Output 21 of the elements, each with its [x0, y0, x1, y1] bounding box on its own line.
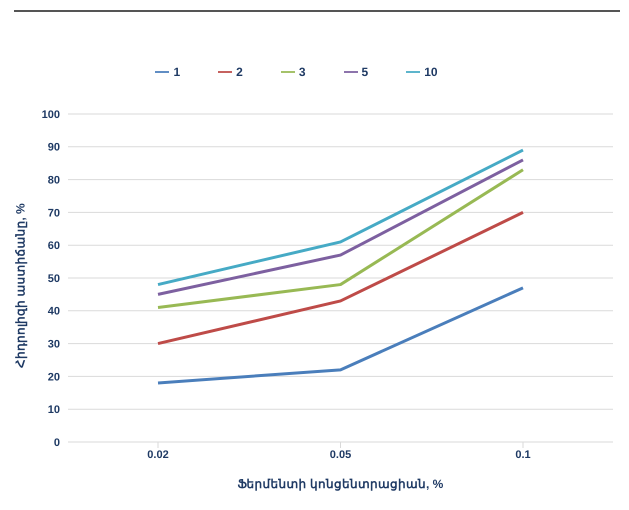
y-tick-label: 0: [54, 436, 60, 449]
legend-label: 3: [298, 65, 306, 79]
y-tick-label: 80: [48, 174, 60, 187]
y-tick-label: 20: [48, 371, 60, 384]
legend-label: 1: [173, 65, 180, 79]
y-tick-label: 30: [48, 338, 60, 351]
y-tick-label: 90: [48, 142, 60, 154]
y-tick-label: 40: [48, 306, 60, 318]
x-tick-label: 0.1: [515, 448, 531, 461]
legend-label: 5: [362, 65, 368, 79]
y-tick-label: 70: [48, 207, 60, 220]
y-axis-title: Հիդրոլիզի աստիճանը, %: [13, 203, 28, 368]
legend-label: 10: [424, 65, 438, 79]
y-tick-label: 10: [48, 404, 60, 416]
legend-label: 2: [236, 65, 243, 79]
x-tick-label: 0.05: [330, 448, 352, 461]
y-tick-label: 50: [48, 272, 60, 285]
y-tick-label: 100: [42, 108, 60, 121]
y-tick-label: 60: [48, 240, 60, 252]
x-tick-label: 0.02: [147, 448, 169, 461]
x-axis-title: Ֆերմենտի կոնցենտրացիան, %: [238, 477, 444, 492]
